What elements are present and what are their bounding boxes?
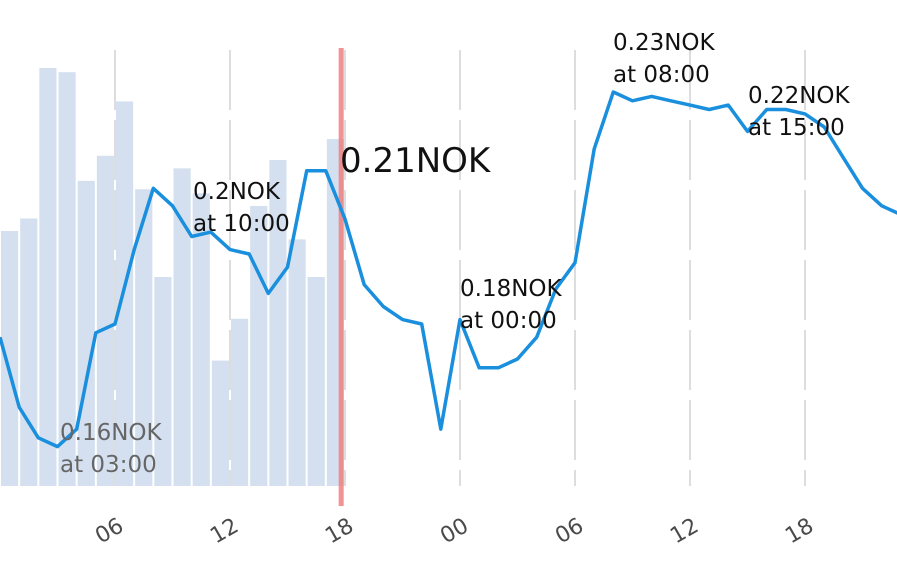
consumption-bars bbox=[1, 68, 344, 487]
annotation-max-tomorrow: 0.23NOK at 08:00 bbox=[613, 30, 716, 88]
annotation-time: at 10:00 bbox=[193, 211, 290, 237]
consumption-bar bbox=[96, 155, 114, 486]
consumption-bar bbox=[135, 189, 153, 486]
consumption-bar bbox=[173, 168, 191, 486]
price-line-group bbox=[0, 90, 897, 449]
consumption-bar bbox=[1, 231, 19, 486]
current-price-label: 0.21NOK bbox=[340, 141, 492, 181]
annotation-min-today: 0.16NOK at 03:00 bbox=[60, 420, 163, 478]
consumption-bar bbox=[307, 277, 325, 486]
annotation-price: 0.22NOK bbox=[748, 83, 851, 109]
consumption-bar bbox=[288, 239, 306, 486]
consumption-bar bbox=[20, 218, 38, 487]
annotation-time: at 15:00 bbox=[748, 115, 845, 141]
annotation-price: 0.18NOK bbox=[460, 276, 563, 302]
x-tick-label: 06 bbox=[91, 514, 128, 550]
x-tick-label: 06 bbox=[551, 514, 588, 550]
consumption-bar bbox=[211, 360, 229, 486]
consumption-bar bbox=[192, 193, 210, 486]
annotation-time: at 00:00 bbox=[460, 308, 557, 334]
consumption-bar bbox=[58, 72, 76, 487]
x-tick-label: 12 bbox=[206, 514, 243, 550]
annotation-min-tomorrow: 0.18NOK at 00:00 bbox=[460, 276, 563, 334]
consumption-bar bbox=[269, 159, 287, 486]
x-axis: 06 12 18 00 06 12 18 bbox=[91, 514, 818, 550]
consumption-bar bbox=[250, 205, 268, 486]
annotation-time: at 08:00 bbox=[613, 62, 710, 88]
x-tick-label: 18 bbox=[781, 514, 818, 550]
annotation-second-peak: 0.22NOK at 15:00 bbox=[748, 83, 851, 141]
consumption-bar bbox=[39, 68, 57, 486]
annotation-price: 0.2NOK bbox=[193, 179, 281, 205]
x-tick-label: 18 bbox=[321, 514, 358, 550]
x-tick-label: 00 bbox=[436, 514, 473, 550]
annotation-price: 0.16NOK bbox=[60, 420, 163, 446]
x-grid bbox=[114, 50, 806, 486]
annotation-max-today: 0.2NOK at 10:00 bbox=[193, 179, 290, 237]
consumption-bar bbox=[154, 277, 172, 486]
x-tick-label: 12 bbox=[666, 514, 703, 550]
annotation-time: at 03:00 bbox=[60, 452, 157, 478]
price-line bbox=[0, 90, 897, 449]
consumption-bar bbox=[231, 318, 249, 486]
annotation-price: 0.23NOK bbox=[613, 30, 716, 56]
